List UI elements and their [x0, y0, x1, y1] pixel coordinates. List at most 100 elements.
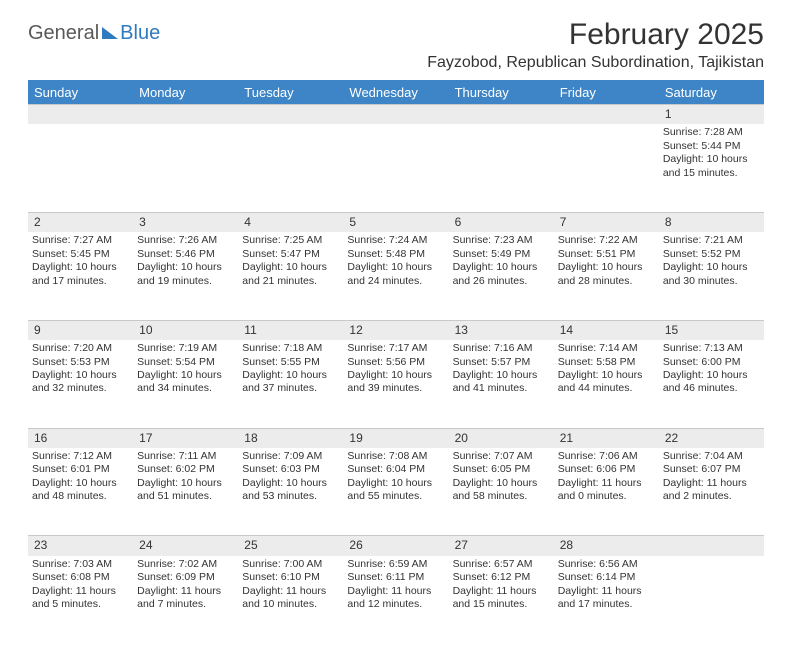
day-line: Daylight: 11 hours and 12 minutes.: [347, 585, 444, 612]
day-lines: Sunrise: 7:14 AMSunset: 5:58 PMDaylight:…: [558, 340, 655, 396]
day-line: Sunset: 5:46 PM: [137, 248, 234, 261]
day-cell: Sunrise: 7:18 AMSunset: 5:55 PMDaylight:…: [238, 340, 343, 428]
day-cell: Sunrise: 7:24 AMSunset: 5:48 PMDaylight:…: [343, 232, 448, 320]
day-number: [449, 105, 554, 125]
day-number: 27: [449, 536, 554, 556]
day-line: Daylight: 11 hours and 7 minutes.: [137, 585, 234, 612]
day-line: Sunset: 5:45 PM: [32, 248, 129, 261]
day-lines: [453, 124, 550, 126]
day-line: Sunset: 6:02 PM: [137, 463, 234, 476]
day-cell: Sunrise: 7:08 AMSunset: 6:04 PMDaylight:…: [343, 448, 448, 536]
day-line: Sunset: 5:57 PM: [453, 356, 550, 369]
day-cell: [343, 124, 448, 212]
day-line: Sunset: 6:11 PM: [347, 571, 444, 584]
day-lines: [242, 124, 339, 126]
day-line: Sunset: 5:51 PM: [558, 248, 655, 261]
day-line: Daylight: 10 hours and 55 minutes.: [347, 477, 444, 504]
day-number: 6: [449, 212, 554, 232]
day-cell: Sunrise: 7:20 AMSunset: 5:53 PMDaylight:…: [28, 340, 133, 428]
day-number: 28: [554, 536, 659, 556]
day-lines: Sunrise: 7:07 AMSunset: 6:05 PMDaylight:…: [453, 448, 550, 504]
day-line: Daylight: 10 hours and 58 minutes.: [453, 477, 550, 504]
day-number: [343, 105, 448, 125]
day-line: Sunset: 5:55 PM: [242, 356, 339, 369]
day-line: Sunset: 6:12 PM: [453, 571, 550, 584]
day-cell: Sunrise: 7:02 AMSunset: 6:09 PMDaylight:…: [133, 556, 238, 644]
day-line: Daylight: 11 hours and 10 minutes.: [242, 585, 339, 612]
day-content-row: Sunrise: 7:28 AMSunset: 5:44 PMDaylight:…: [28, 124, 764, 212]
day-line: Sunrise: 6:57 AM: [453, 558, 550, 571]
day-line: Sunset: 6:07 PM: [663, 463, 760, 476]
location-subtitle: Fayzobod, Republican Subordination, Taji…: [427, 54, 764, 72]
day-lines: Sunrise: 7:06 AMSunset: 6:06 PMDaylight:…: [558, 448, 655, 504]
day-line: Daylight: 10 hours and 26 minutes.: [453, 261, 550, 288]
day-line: Sunset: 6:00 PM: [663, 356, 760, 369]
day-line: Sunset: 6:06 PM: [558, 463, 655, 476]
daynum-row: 16171819202122: [28, 428, 764, 448]
day-cell: Sunrise: 7:17 AMSunset: 5:56 PMDaylight:…: [343, 340, 448, 428]
day-line: Daylight: 10 hours and 51 minutes.: [137, 477, 234, 504]
day-line: Sunrise: 7:06 AM: [558, 450, 655, 463]
day-lines: [347, 124, 444, 126]
day-line: Daylight: 10 hours and 37 minutes.: [242, 369, 339, 396]
day-lines: Sunrise: 7:02 AMSunset: 6:09 PMDaylight:…: [137, 556, 234, 612]
day-line: Sunrise: 7:14 AM: [558, 342, 655, 355]
day-number: 24: [133, 536, 238, 556]
day-line: Daylight: 10 hours and 39 minutes.: [347, 369, 444, 396]
day-line: Sunset: 6:03 PM: [242, 463, 339, 476]
weekday-header: Thursday: [449, 81, 554, 105]
day-line: Daylight: 10 hours and 17 minutes.: [32, 261, 129, 288]
day-line: Sunrise: 6:56 AM: [558, 558, 655, 571]
day-number: 11: [238, 320, 343, 340]
day-line: Daylight: 11 hours and 15 minutes.: [453, 585, 550, 612]
day-line: Daylight: 11 hours and 5 minutes.: [32, 585, 129, 612]
day-cell: Sunrise: 7:23 AMSunset: 5:49 PMDaylight:…: [449, 232, 554, 320]
day-line: Daylight: 10 hours and 28 minutes.: [558, 261, 655, 288]
day-line: Sunset: 5:44 PM: [663, 140, 760, 153]
day-cell: [28, 124, 133, 212]
day-cell: Sunrise: 7:28 AMSunset: 5:44 PMDaylight:…: [659, 124, 764, 212]
day-line: Sunrise: 7:27 AM: [32, 234, 129, 247]
day-lines: Sunrise: 6:57 AMSunset: 6:12 PMDaylight:…: [453, 556, 550, 612]
day-line: Daylight: 11 hours and 2 minutes.: [663, 477, 760, 504]
day-cell: Sunrise: 7:07 AMSunset: 6:05 PMDaylight:…: [449, 448, 554, 536]
day-line: Sunset: 6:14 PM: [558, 571, 655, 584]
day-line: Sunset: 5:58 PM: [558, 356, 655, 369]
day-line: Sunrise: 7:24 AM: [347, 234, 444, 247]
day-line: Sunrise: 7:04 AM: [663, 450, 760, 463]
day-number: [238, 105, 343, 125]
day-lines: Sunrise: 7:20 AMSunset: 5:53 PMDaylight:…: [32, 340, 129, 396]
day-lines: Sunrise: 7:12 AMSunset: 6:01 PMDaylight:…: [32, 448, 129, 504]
day-number: 2: [28, 212, 133, 232]
day-cell: Sunrise: 7:21 AMSunset: 5:52 PMDaylight:…: [659, 232, 764, 320]
day-lines: Sunrise: 7:22 AMSunset: 5:51 PMDaylight:…: [558, 232, 655, 288]
day-line: Daylight: 11 hours and 17 minutes.: [558, 585, 655, 612]
day-cell: Sunrise: 7:03 AMSunset: 6:08 PMDaylight:…: [28, 556, 133, 644]
day-number: 21: [554, 428, 659, 448]
day-cell: [449, 124, 554, 212]
day-lines: Sunrise: 7:28 AMSunset: 5:44 PMDaylight:…: [663, 124, 760, 180]
day-line: Sunrise: 6:59 AM: [347, 558, 444, 571]
day-line: Sunrise: 7:16 AM: [453, 342, 550, 355]
day-lines: Sunrise: 6:56 AMSunset: 6:14 PMDaylight:…: [558, 556, 655, 612]
day-line: Sunrise: 7:28 AM: [663, 126, 760, 139]
day-line: Sunrise: 7:20 AM: [32, 342, 129, 355]
day-lines: Sunrise: 6:59 AMSunset: 6:11 PMDaylight:…: [347, 556, 444, 612]
day-number: 16: [28, 428, 133, 448]
day-content-row: Sunrise: 7:27 AMSunset: 5:45 PMDaylight:…: [28, 232, 764, 320]
brand-logo: General Blue: [28, 22, 160, 45]
day-lines: Sunrise: 7:17 AMSunset: 5:56 PMDaylight:…: [347, 340, 444, 396]
day-number: 5: [343, 212, 448, 232]
day-cell: Sunrise: 6:56 AMSunset: 6:14 PMDaylight:…: [554, 556, 659, 644]
day-lines: [663, 556, 760, 558]
day-number: [133, 105, 238, 125]
day-line: Sunset: 5:54 PM: [137, 356, 234, 369]
day-cell: Sunrise: 7:26 AMSunset: 5:46 PMDaylight:…: [133, 232, 238, 320]
day-cell: Sunrise: 7:27 AMSunset: 5:45 PMDaylight:…: [28, 232, 133, 320]
day-cell: Sunrise: 7:22 AMSunset: 5:51 PMDaylight:…: [554, 232, 659, 320]
day-line: Sunset: 5:48 PM: [347, 248, 444, 261]
day-lines: Sunrise: 7:26 AMSunset: 5:46 PMDaylight:…: [137, 232, 234, 288]
day-line: Sunset: 6:08 PM: [32, 571, 129, 584]
brand-part1: General: [28, 22, 99, 45]
day-line: Sunset: 6:04 PM: [347, 463, 444, 476]
